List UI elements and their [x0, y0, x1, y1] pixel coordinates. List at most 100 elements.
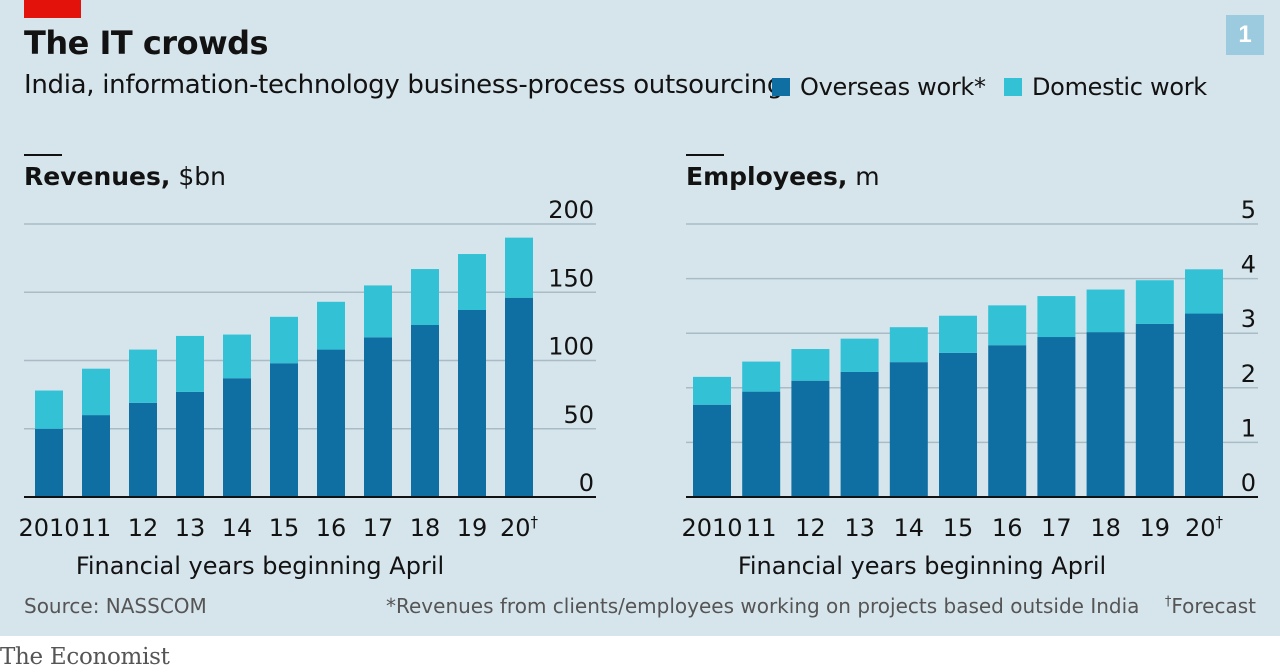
revenues-xtick-label: 20†: [500, 513, 539, 542]
employees-bar-overseas: [889, 362, 928, 497]
footnote-text: *Revenues from clients/employees working…: [386, 594, 1140, 618]
employees-bar-domestic: [939, 315, 977, 353]
employees-xtick-label: 13: [844, 514, 875, 542]
employees-xtick-label: 2010: [681, 514, 742, 542]
revenues-title-bold: Revenues,: [24, 162, 170, 191]
employees-ytick-label: 1: [1241, 414, 1256, 442]
revenues-bar-overseas: [129, 402, 157, 497]
revenues-bar-overseas: [505, 297, 533, 497]
employees-bar-domestic: [1037, 296, 1076, 338]
employees-xtick-label: 15: [943, 514, 974, 542]
employees-xtick-label: 16: [992, 514, 1023, 542]
employees-bar-overseas: [693, 404, 731, 497]
revenues-forecast-marker: †: [531, 513, 539, 531]
brand-red-tag: [24, 0, 81, 18]
employees-forecast-marker: †: [1216, 513, 1224, 531]
revenues-bar-overseas: [458, 309, 486, 497]
revenues-xtick-label: 18: [410, 514, 441, 542]
revenues-bar-overseas: [364, 337, 392, 497]
legend-item-domestic: Domestic work: [1004, 72, 1207, 102]
employees-xtick-label: 11: [746, 514, 777, 542]
revenues-ytick-label: 100: [548, 333, 594, 361]
legend-label-domestic: Domestic work: [1032, 73, 1207, 101]
revenues-bar-domestic: [223, 334, 251, 379]
footnote-dagger: †: [1164, 594, 1172, 610]
economist-logo: The Economist: [0, 644, 170, 670]
employees-panel-title: Employees, m: [686, 162, 880, 191]
forecast-note: Forecast: [1171, 594, 1256, 618]
employees-ytick-label: 0: [1241, 469, 1256, 497]
employees-title-unit: m: [847, 162, 879, 191]
revenues-bar-domestic: [129, 349, 157, 403]
revenues-bar-domestic: [458, 254, 486, 310]
revenues-bar-overseas: [176, 391, 204, 497]
employees-bar-overseas: [742, 391, 781, 497]
revenues-xtick-label: 2010: [18, 514, 79, 542]
revenues-xtick-label: 14: [222, 514, 253, 542]
employees-bar-domestic: [1135, 280, 1174, 324]
legend-swatch-domestic: [1004, 78, 1022, 96]
employees-bar-overseas: [988, 345, 1027, 497]
revenues-panel-title: Revenues, $bn: [24, 162, 226, 191]
employees-bar-domestic: [791, 349, 830, 381]
employees-title-bold: Employees,: [686, 162, 847, 191]
revenues-xtick-label: 17: [363, 514, 394, 542]
revenues-ytick-label: 0: [579, 469, 594, 497]
revenues-title-unit: $bn: [170, 162, 226, 191]
revenues-ytick-label: 50: [563, 401, 594, 429]
legend-swatch-overseas: [772, 78, 790, 96]
employees-bar-overseas: [1185, 313, 1223, 497]
revenues-xtick-label: 15: [269, 514, 300, 542]
revenues-xtick-label: 12: [128, 514, 159, 542]
revenues-bar-domestic: [505, 237, 533, 298]
employees-ytick-label: 4: [1241, 251, 1256, 279]
employees-xtick-label: 20†: [1185, 513, 1224, 542]
employees-bar-domestic: [988, 305, 1027, 346]
legend-label-overseas: Overseas work*: [800, 73, 986, 101]
revenues-bar-overseas: [223, 378, 251, 497]
revenues-bar-domestic: [176, 335, 204, 392]
employees-bar-overseas: [791, 380, 830, 497]
employees-bar-overseas: [1135, 323, 1174, 497]
employees-xtick-label: 14: [894, 514, 925, 542]
revenues-bar-domestic: [35, 390, 63, 429]
employees-bar-domestic: [742, 361, 781, 392]
revenues-xtick-label: 11: [81, 514, 112, 542]
chart-subtitle: India, information-technology business-p…: [24, 70, 784, 100]
employees-bar-domestic: [840, 338, 879, 372]
employees-x-axis-label: Financial years beginning April: [738, 552, 1106, 580]
revenues-bar-overseas: [317, 349, 345, 497]
employees-bar-domestic: [889, 327, 928, 363]
revenues-bar-overseas: [82, 415, 110, 497]
revenues-bar-domestic: [411, 269, 439, 326]
employees-xtick-label: 12: [795, 514, 826, 542]
revenues-ytick-label: 200: [548, 196, 594, 224]
revenues-bar-overseas: [411, 325, 439, 497]
employees-xtick-label: 18: [1090, 514, 1121, 542]
employees-ytick-label: 3: [1241, 305, 1256, 333]
employees-ytick-label: 5: [1241, 196, 1256, 224]
source-note: Source: NASSCOM: [24, 594, 207, 618]
revenues-bar-domestic: [364, 285, 392, 338]
revenues-bar-overseas: [270, 363, 298, 497]
employees-xtick-label: 19: [1140, 514, 1171, 542]
revenues-ytick-label: 150: [548, 264, 594, 292]
revenues-xtick-label: 19: [457, 514, 488, 542]
employees-ytick-label: 2: [1241, 360, 1256, 388]
revenues-x-axis-label: Financial years beginning April: [76, 552, 444, 580]
employees-bar-overseas: [939, 352, 977, 497]
employees-bar-domestic: [693, 376, 731, 405]
revenues-bar-domestic: [317, 301, 345, 350]
legend-item-overseas: Overseas work*: [772, 72, 986, 102]
employees-xtick-label: 17: [1041, 514, 1072, 542]
revenues-xtick-label: 13: [175, 514, 206, 542]
employees-bar-overseas: [840, 371, 879, 497]
revenues-bar-domestic: [270, 316, 298, 364]
chart-number-badge: 1: [1226, 15, 1264, 55]
chart-headline: The IT crowds: [24, 24, 269, 62]
revenues-bar-domestic: [82, 368, 110, 416]
footnote: *Revenues from clients/employees working…: [386, 594, 1256, 618]
employees-bar-domestic: [1185, 269, 1223, 314]
employees-bar-overseas: [1086, 332, 1125, 497]
